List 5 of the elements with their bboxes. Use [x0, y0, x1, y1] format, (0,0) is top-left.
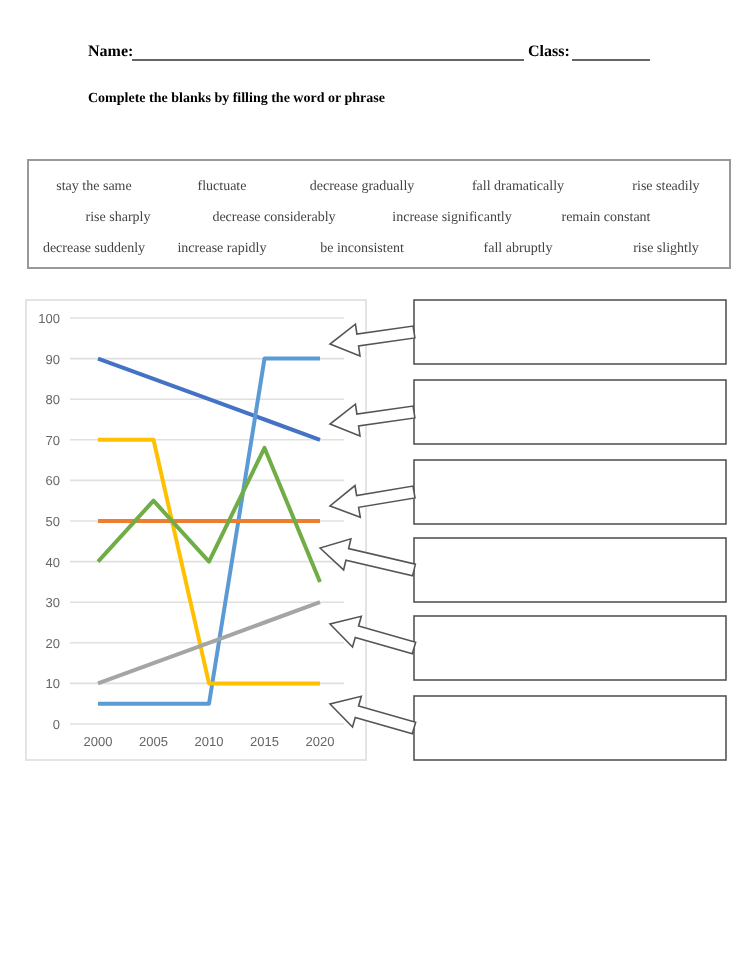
line-series	[96, 445, 322, 584]
text: Class:	[528, 42, 570, 60]
line-series	[96, 600, 322, 686]
line-series	[96, 356, 322, 442]
text: Name:	[88, 42, 134, 60]
